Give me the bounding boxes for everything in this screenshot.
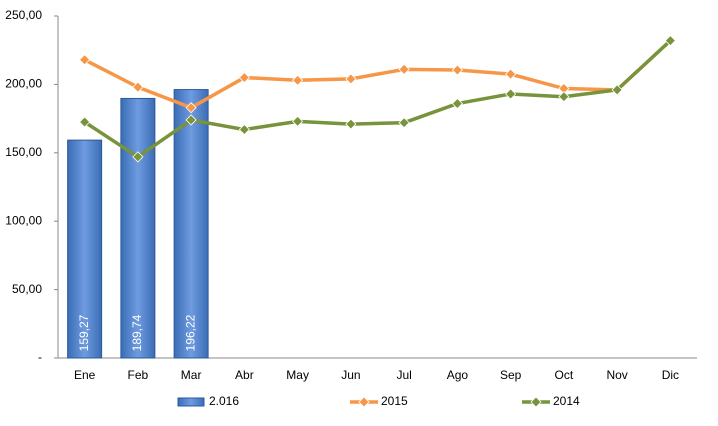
legend-marker — [530, 396, 542, 408]
marker — [345, 73, 357, 85]
x-tick-label: Oct — [555, 368, 574, 382]
marker — [185, 114, 197, 126]
marker — [79, 54, 91, 66]
x-tick-label: Mar — [181, 368, 202, 382]
marker — [611, 84, 623, 96]
x-tick-label: Abr — [235, 368, 254, 382]
marker — [292, 115, 304, 127]
x-tick-label: Jun — [341, 368, 360, 382]
x-tick-label: Ene — [74, 368, 96, 382]
x-tick-label: Jul — [396, 368, 411, 382]
bar — [173, 89, 209, 359]
line — [83, 39, 672, 110]
legend-label: 2015 — [381, 394, 408, 408]
marker — [505, 68, 517, 80]
marker — [398, 63, 410, 75]
bar — [120, 97, 156, 359]
marker — [558, 91, 570, 103]
x-tick-label: Sep — [500, 368, 522, 382]
x-tick-label: Ago — [447, 368, 469, 382]
x-tick-label: May — [286, 368, 309, 382]
marker — [451, 64, 463, 76]
marker — [664, 35, 676, 47]
y-tick-label: 150,00 — [5, 145, 42, 159]
y-tick-label: 100,00 — [5, 213, 42, 227]
value-label: 189,74 — [130, 314, 144, 351]
legend-label: 2014 — [553, 394, 580, 408]
y-tick-label: 50,00 — [12, 282, 42, 296]
y-tick-label: - — [38, 350, 42, 364]
line — [83, 39, 672, 160]
marker — [505, 88, 517, 100]
marker — [345, 118, 357, 130]
legend-marker — [358, 396, 370, 408]
y-tick-label: 250,00 — [5, 8, 42, 22]
x-tick-label: Dic — [662, 368, 679, 382]
marker — [79, 116, 91, 128]
marker — [132, 81, 144, 93]
y-tick-label: 200,00 — [5, 77, 42, 91]
marker — [292, 74, 304, 86]
marker — [185, 102, 197, 114]
marker — [238, 71, 250, 84]
marker — [398, 117, 410, 129]
marker — [238, 123, 250, 136]
value-label: 196,22 — [183, 314, 197, 351]
legend-label: 2.016 — [209, 394, 239, 408]
bar — [67, 139, 103, 359]
marker — [132, 151, 144, 163]
x-tick-label: Feb — [128, 368, 149, 382]
marker — [451, 97, 463, 110]
x-tick-label: Nov — [606, 368, 627, 382]
legend-swatch — [177, 397, 205, 407]
value-label: 159,27 — [77, 314, 91, 351]
